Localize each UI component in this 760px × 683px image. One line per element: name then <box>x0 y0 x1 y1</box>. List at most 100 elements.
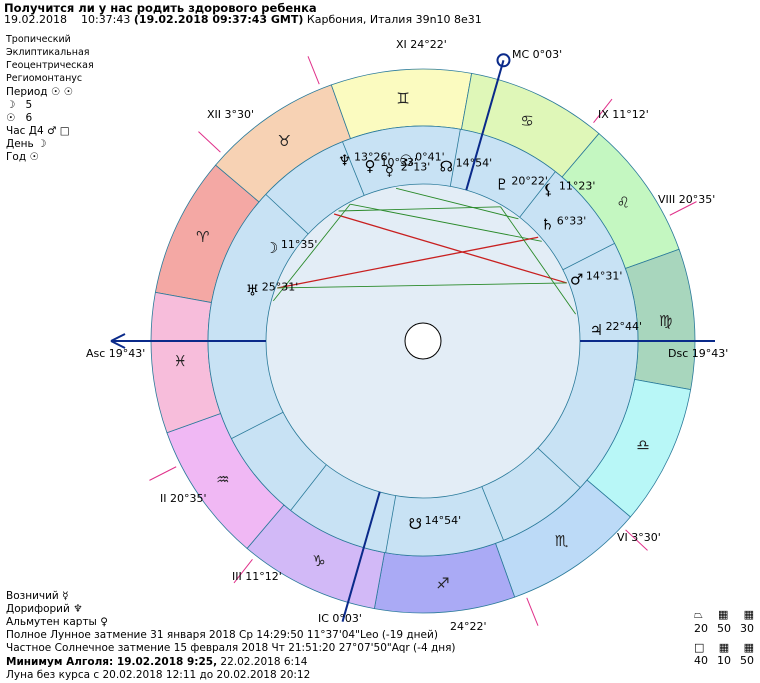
gemini-sign-icon: ♊ <box>396 89 409 107</box>
ic-axis <box>341 491 381 622</box>
planet-glyphs: ♆ 13°26'♀ 10°33'☿ 2°13'☉ 0°41'☊ 14°54'♇ 20°22'… <box>246 151 642 533</box>
cancer-sign-icon: ♋ <box>520 112 533 130</box>
cusp-label-asc: Asc 19°43' <box>86 347 145 360</box>
sun-glyph-icon: ☉ <box>399 152 412 170</box>
legend-value: 20 <box>694 622 708 635</box>
planet-degree-label: 11°35' <box>281 238 318 251</box>
planet-degree-label: 14°31' <box>586 269 623 282</box>
house-divider <box>265 194 309 235</box>
legend-values-row2: 40 10 50 <box>694 654 754 667</box>
legend-values-row1: 20 50 30 <box>694 622 754 635</box>
aspect-line <box>277 282 567 289</box>
uranus-glyph-icon: ♅ <box>246 281 259 299</box>
scorpio-sign-icon: ♏ <box>555 532 569 550</box>
grid-icon: ▦ <box>718 608 729 621</box>
cusp-tick <box>149 466 177 481</box>
planet-degree-label: 6°33' <box>557 215 587 228</box>
mars-glyph-icon: ♂ <box>570 270 583 288</box>
neptune-icon: ♆ <box>73 603 83 615</box>
house-divider <box>385 495 397 553</box>
house-system: Региомонтанус <box>6 73 83 84</box>
house-divider <box>481 486 504 541</box>
house-divider <box>537 447 581 488</box>
chart-date: 19.02.2018 <box>4 13 67 26</box>
void-moon-line: Луна без курса с 20.02.2018 12:11 до 20.… <box>6 669 311 681</box>
house-ring <box>149 56 697 626</box>
moon-row: ☽ 5 <box>6 99 32 111</box>
center-type: Геоцентрическая <box>6 60 94 71</box>
aspect-line <box>395 187 519 220</box>
house-divider <box>290 464 327 511</box>
libra-sign-icon: ♎ <box>636 436 649 454</box>
aspect-lines <box>272 187 577 315</box>
zodiac-ring: ♈ ♉ ♊ ♋ ♌ ♍ ♎ ♏ ♐ ♑ ♒ ♓ <box>150 68 696 614</box>
vozniichy-row: Возничий ☿ <box>6 590 69 602</box>
planet-degree-label: 0°41' <box>415 151 445 164</box>
cusp-tick <box>625 529 648 551</box>
trapezoid-icon: ⏢ <box>694 608 703 621</box>
planet-degree-label: 10°33' <box>381 156 418 169</box>
grid-icon: ▦ <box>718 641 730 654</box>
aquarius-sign-icon: ♒ <box>216 471 229 489</box>
cusp-label-mc: MC 0°03' <box>512 48 562 61</box>
moon-glyph-icon: ☽ <box>265 239 278 257</box>
planet-degree-label: 13°26' <box>354 151 391 164</box>
taurus-sign-icon: ♉ <box>278 132 291 150</box>
cusp-label-dsc: Dsc 19°43' <box>668 347 728 360</box>
capricorn-sign-icon: ♑ <box>312 552 325 570</box>
chart-location: Карбония, Италия 39n10 8e31 <box>306 13 482 26</box>
asc-arrow-icon <box>110 333 126 349</box>
legend-value: 50 <box>740 654 754 667</box>
planet-degree-label: 14°54' <box>425 514 462 527</box>
mc-circle-icon <box>496 53 511 68</box>
planet-degree-label: 22°44' <box>606 320 643 333</box>
cusp-label-xi: XI 24°22' <box>396 38 447 51</box>
venus-glyph-icon: ♀ <box>365 157 376 175</box>
chart-datetime-line: 19.02.2018 10:37:43 (19.02.2018 09:37:43… <box>4 13 482 26</box>
planet-degree-label: 25°31' <box>262 280 299 293</box>
aspect-line <box>500 206 577 315</box>
leo-sign-icon: ♌ <box>616 193 629 211</box>
cusp-label-iv_deg: 24°22' <box>450 620 487 633</box>
house-divider <box>449 129 461 187</box>
cusp-label-ic: IC 0°03' <box>318 612 362 625</box>
cusp-tick <box>593 98 613 124</box>
mercury-glyph-icon: ☿ <box>385 162 394 180</box>
cusp-tick <box>307 56 320 85</box>
aries-sign-icon: ♈ <box>196 228 209 246</box>
house-divider <box>231 411 284 439</box>
cusp-label-iii: III 11°12' <box>232 570 282 583</box>
period-row: Период ☉ ☉ <box>6 86 73 98</box>
almuten-row: Альмутен карты ♀ <box>6 616 108 628</box>
cusp-label-ix: IX 11°12' <box>598 108 649 121</box>
moon-icon: ☽ <box>37 138 47 150</box>
pluto-glyph-icon: ♇ <box>495 175 508 193</box>
cusp-labels: XI 24°22' MC 0°03' XII 3°30' IX 11°12' VIII … <box>86 38 728 633</box>
virgo-sign-icon: ♍ <box>659 312 672 330</box>
aspect-line <box>272 203 351 302</box>
pisces-sign-icon: ♓ <box>174 352 187 370</box>
sun-row: ☉ 6 <box>6 112 32 124</box>
earth-center <box>404 322 442 360</box>
legend-value: 50 <box>717 622 731 635</box>
grid-icon: ▦ <box>743 608 754 621</box>
planet-degree-label: 2°13' <box>401 161 431 174</box>
square-icon: □ <box>694 641 705 654</box>
cusp-label-ii: II 20°35' <box>160 492 207 505</box>
period-label: Период <box>6 86 48 98</box>
house-divider <box>519 171 556 218</box>
planet-degree-label: 14°54' <box>456 157 493 170</box>
neptune-glyph-icon: ♆ <box>338 152 351 170</box>
hour-row: Час Д4 ♂ □ <box>6 125 70 137</box>
jupiter-glyph-icon: ♃ <box>590 321 603 339</box>
moon-icon: ☽ <box>6 99 16 111</box>
sun-value: 6 <box>25 112 33 124</box>
planet-degree-label: 11°23' <box>559 180 596 193</box>
aspect-line <box>277 236 539 289</box>
cusp-tick <box>669 201 697 216</box>
cusp-tick <box>526 597 539 626</box>
legend-icons-row1: ⏢ ▦ ▦ <box>694 608 754 622</box>
square-aspect-icon: □ <box>59 125 70 137</box>
algol-second: 22.02.2018 6:14 <box>220 656 308 668</box>
lilith-icon: ⚸ <box>543 181 554 199</box>
